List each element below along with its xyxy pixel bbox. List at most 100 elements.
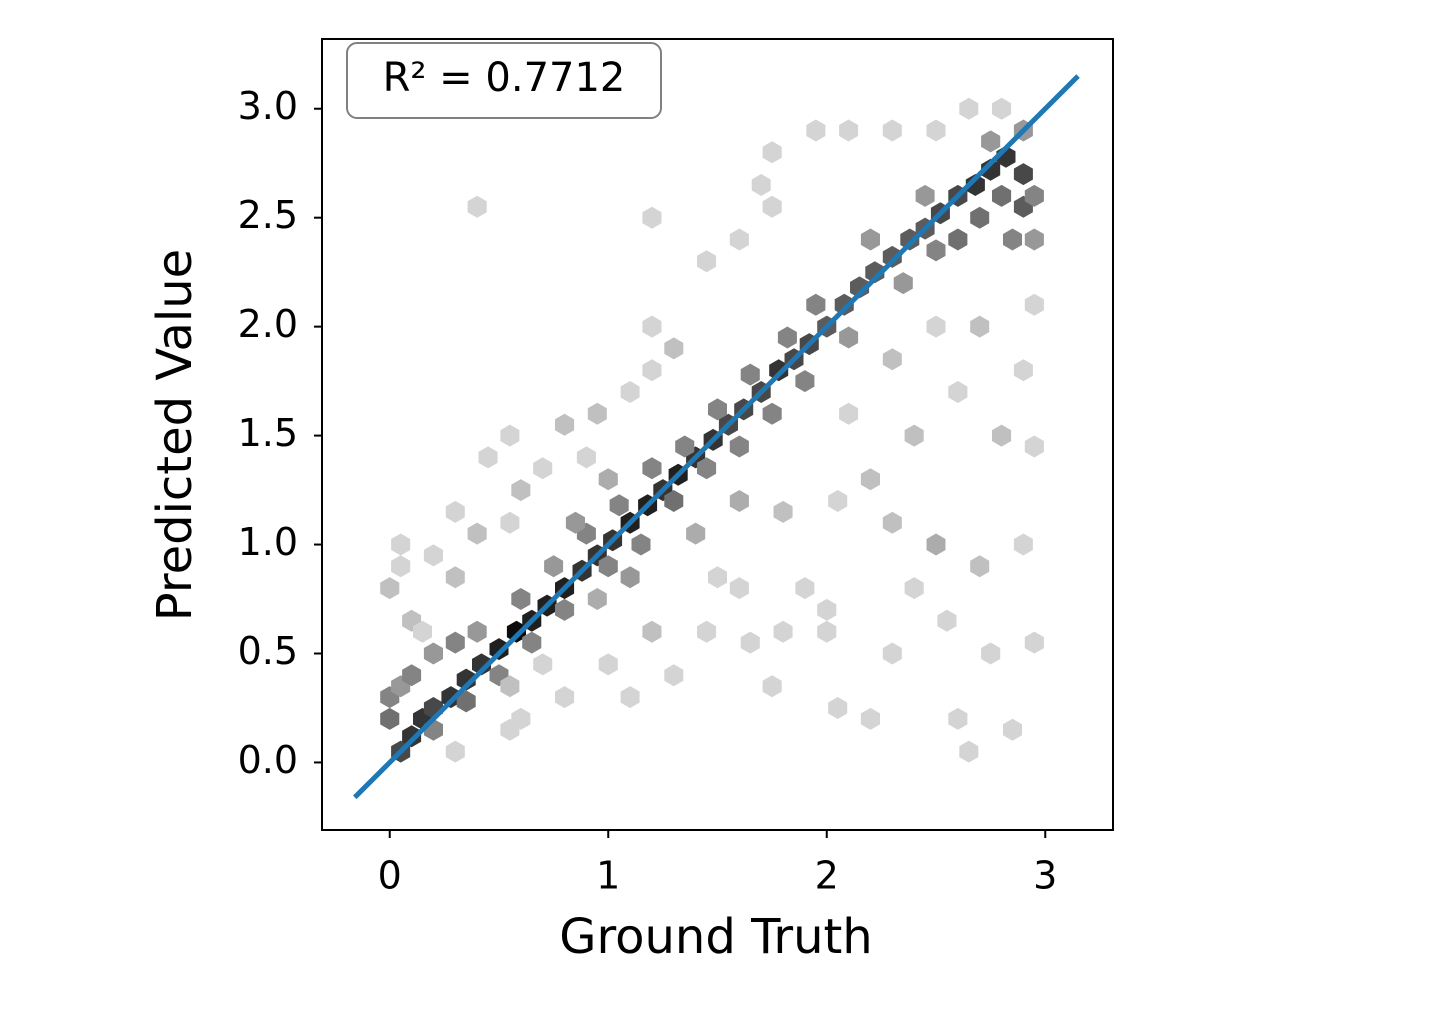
hexbin-cell bbox=[773, 620, 793, 643]
hexbin-cell bbox=[915, 184, 935, 207]
hexbin-cell bbox=[926, 315, 946, 338]
hexbin-cell bbox=[555, 413, 575, 436]
hexbin-cell bbox=[642, 359, 662, 382]
x-tick-label: 3 bbox=[1033, 854, 1057, 898]
hexbin-cell bbox=[959, 97, 979, 120]
hexbin-cell bbox=[970, 206, 990, 229]
x-axis-label: Ground Truth bbox=[559, 909, 872, 965]
hexbin-cell bbox=[965, 174, 985, 196]
hexbin-cell bbox=[533, 457, 553, 480]
hexbin-cell bbox=[708, 566, 727, 589]
hexbin-cell bbox=[664, 664, 684, 687]
hexbin-cell bbox=[598, 653, 618, 676]
hexbin-cell bbox=[817, 620, 837, 643]
hexbin-cell bbox=[697, 620, 717, 643]
hexbin-cell bbox=[511, 479, 531, 502]
hexbin-cell bbox=[555, 686, 575, 709]
hexbin-cell bbox=[587, 588, 607, 610]
hexbin-cell bbox=[598, 468, 618, 491]
x-tick-label: 0 bbox=[378, 854, 402, 898]
hexbin-cell bbox=[937, 609, 957, 632]
hexbin-cell bbox=[795, 370, 815, 393]
hexbin-cell bbox=[729, 435, 749, 458]
y-tick-label: 0.0 bbox=[238, 738, 298, 782]
hexbin-cell bbox=[1013, 359, 1033, 382]
y-tick-label: 1.5 bbox=[238, 411, 298, 455]
hexbin-cell bbox=[697, 457, 717, 480]
hexbin-cell bbox=[576, 446, 596, 469]
hexbin-cell bbox=[981, 130, 1001, 153]
hexbin-cell bbox=[769, 359, 789, 382]
hexbin-cell bbox=[948, 707, 968, 730]
hexbin-cell bbox=[959, 740, 979, 763]
hexbin-cell bbox=[598, 555, 618, 578]
hexbin-cell bbox=[456, 668, 476, 691]
hexbin-cell bbox=[500, 718, 520, 741]
hexbin-cell bbox=[860, 228, 880, 251]
y-tick-label: 2.0 bbox=[238, 302, 298, 346]
plot-frame bbox=[321, 38, 1114, 831]
hexbin-cell bbox=[675, 435, 695, 458]
hexbin-cell bbox=[839, 326, 859, 349]
hexbin-cell bbox=[467, 195, 487, 218]
hexbin-cell bbox=[467, 620, 487, 643]
hexbin-cell bbox=[533, 653, 553, 676]
hexbin-cell bbox=[697, 250, 717, 273]
hexbin-cell bbox=[981, 642, 1001, 665]
hexbin-cell bbox=[860, 707, 880, 730]
hexbin-cell bbox=[926, 239, 946, 262]
hexbin-cell bbox=[506, 620, 526, 643]
hexbin-cell bbox=[445, 740, 465, 763]
hexbin-cell bbox=[762, 402, 782, 425]
hexbin-cell bbox=[664, 337, 684, 360]
hexbin-cell bbox=[1024, 293, 1044, 316]
hexbin-cell bbox=[762, 141, 782, 164]
hexbin-cell bbox=[904, 424, 924, 447]
hexbin-cell bbox=[642, 315, 662, 338]
hexbin-cell bbox=[926, 119, 946, 142]
y-tick-label: 1.0 bbox=[238, 520, 298, 564]
hexbin-cell bbox=[882, 642, 902, 665]
hexbin-cell bbox=[970, 315, 990, 338]
hexbin-cell bbox=[445, 631, 465, 654]
hexbin-cell bbox=[642, 620, 662, 643]
hexbin-cell bbox=[1024, 435, 1044, 458]
hexbin-cell bbox=[850, 276, 870, 299]
hexbin-cell bbox=[904, 577, 924, 600]
hexbin-cell bbox=[423, 642, 443, 665]
hexbin-cell bbox=[1013, 163, 1033, 186]
hexbin-cell bbox=[740, 363, 760, 386]
hexbin-cell bbox=[882, 119, 902, 142]
hexbin-cell bbox=[511, 588, 531, 610]
hexbin-cell bbox=[882, 245, 902, 268]
hexbin-cell bbox=[380, 577, 400, 600]
hexbin-cell bbox=[1003, 718, 1022, 741]
hexbin-cell bbox=[620, 686, 640, 709]
hexbin-cell bbox=[478, 446, 498, 469]
hexbin-cell bbox=[834, 293, 854, 316]
annotation: R² = 0.7712 bbox=[383, 55, 626, 101]
hexbin-cell bbox=[992, 184, 1012, 207]
y-axis-label: Predicted Value bbox=[147, 249, 203, 621]
hexbin-cell bbox=[445, 566, 465, 589]
x-tick-label: 2 bbox=[815, 854, 839, 898]
hexbin-cell bbox=[806, 293, 826, 316]
hexbin-cell bbox=[391, 533, 411, 556]
hexbin-cell bbox=[762, 195, 782, 218]
hexbin-cell bbox=[740, 631, 760, 654]
hexbin-cell bbox=[839, 402, 859, 425]
hexbin-cell bbox=[664, 490, 684, 512]
hexbin-cell bbox=[500, 424, 520, 447]
hexbin-cell bbox=[620, 566, 640, 589]
hexbin-cell bbox=[970, 555, 990, 578]
hexbin-cell bbox=[882, 348, 902, 371]
hexbin-cell bbox=[1024, 228, 1044, 251]
hexbin-cell bbox=[413, 620, 432, 643]
hexbin-cell bbox=[828, 697, 848, 719]
hexbin-cell bbox=[642, 457, 662, 480]
y-tick-label: 2.5 bbox=[238, 193, 298, 237]
hexbin-cell bbox=[839, 119, 859, 142]
hexbin-cell bbox=[860, 468, 880, 491]
hexbin-cell bbox=[729, 490, 749, 512]
